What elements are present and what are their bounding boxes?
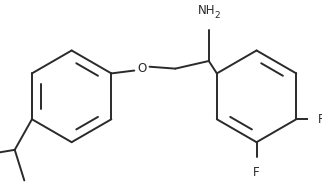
Text: 2: 2 [214, 11, 220, 20]
Text: NH: NH [198, 4, 216, 17]
Text: O: O [137, 62, 147, 75]
Text: F: F [253, 166, 260, 179]
Text: F: F [318, 113, 322, 126]
